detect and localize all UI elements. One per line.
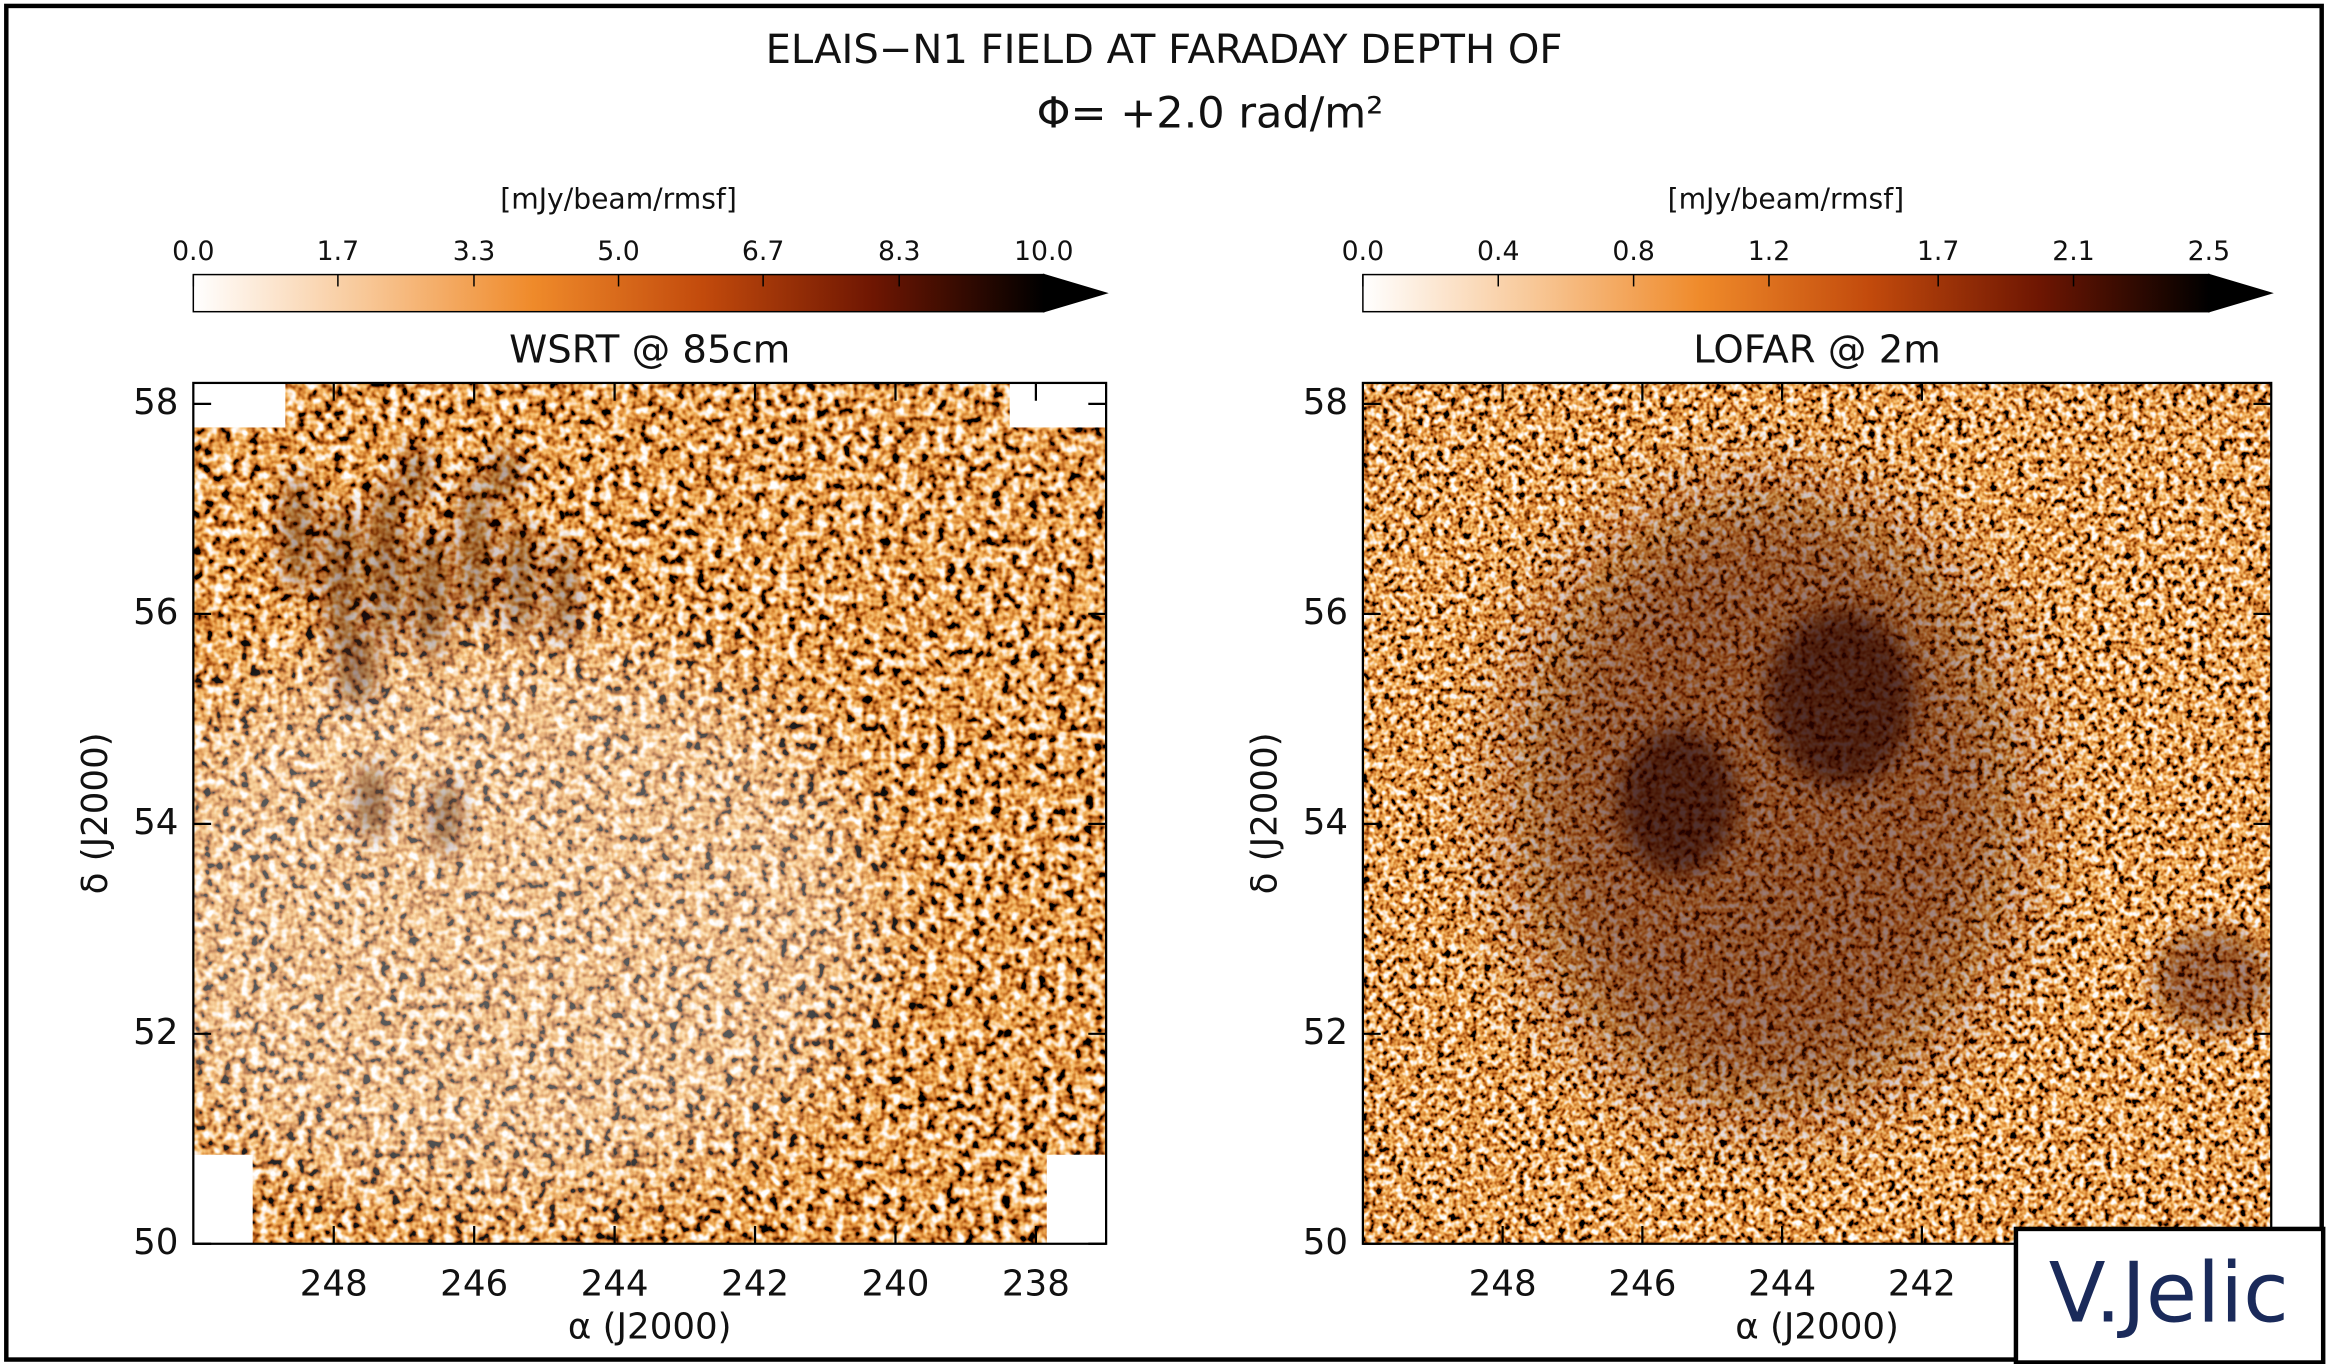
x-axis-label: α (J2000): [1735, 1306, 1899, 1347]
y-axis-label: δ (J2000): [1244, 732, 1285, 894]
colorbar: [1362, 273, 2210, 313]
figure-title: ELAIS−N1 FIELD AT FARADAY DEPTH OF: [766, 27, 1563, 73]
y-tick-label: 54: [133, 802, 178, 843]
colorbar-tick-label: 2.5: [2188, 236, 2230, 267]
x-tick-label: 248: [1469, 1263, 1537, 1304]
map-features: [1514, 489, 2272, 1114]
colorbar-tick-label: 5.0: [597, 236, 639, 267]
x-tick-label: 246: [1608, 1263, 1676, 1304]
y-tick-label: 52: [133, 1012, 178, 1053]
colorbar-tick-label: 0.8: [1612, 236, 1654, 267]
panel-title: LOFAR @ 2m: [1693, 327, 1941, 372]
y-tick-label: 50: [1303, 1222, 1348, 1263]
y-tick-label: 50: [133, 1222, 178, 1263]
colorbar-tick-label: 1.7: [317, 236, 359, 267]
colorbar-tick-label: 6.7: [742, 236, 784, 267]
colorbar-tick-label: 8.3: [878, 236, 920, 267]
colorbar-tick-label: 3.3: [453, 236, 495, 267]
x-tick-label: 246: [440, 1263, 508, 1304]
x-tick-label: 242: [721, 1263, 789, 1304]
y-tick-label: 56: [133, 592, 178, 633]
map-features: [193, 382, 1107, 1244]
colorbar-tick-label: 0.0: [1342, 236, 1384, 267]
colorbar-tick-label: 1.7: [1917, 236, 1959, 267]
x-tick-label: 244: [581, 1263, 649, 1304]
x-tick-label: 242: [1888, 1263, 1956, 1304]
colorbar-extend: [1043, 273, 1109, 313]
y-tick-label: 54: [1303, 802, 1348, 843]
credit: V.Jelic: [2049, 1245, 2289, 1342]
plot-frame: [192, 381, 1108, 1245]
credit-box: [2013, 1226, 2326, 1364]
colorbar-tick-label: 0.4: [1477, 236, 1519, 267]
colorbar-tick-label: 10.0: [1014, 236, 1073, 267]
y-tick-label: 52: [1303, 1012, 1348, 1053]
plot-frame: [1361, 381, 2273, 1245]
x-axis-label: α (J2000): [568, 1306, 732, 1347]
colorbar-tick-label: 1.2: [1748, 236, 1790, 267]
colorbar-tick-label: 2.1: [2052, 236, 2094, 267]
y-tick-label: 56: [1303, 592, 1348, 633]
y-axis-label: δ (J2000): [75, 732, 116, 894]
y-tick-label: 58: [133, 382, 178, 423]
x-tick-label: 238: [1002, 1263, 1070, 1304]
figure-subtitle: Φ= +2.0 rad/m²: [1037, 88, 1384, 138]
colorbar-label: [mJy/beam/rmsf]: [500, 182, 737, 215]
y-tick-label: 58: [1303, 382, 1348, 423]
colorbar-label: [mJy/beam/rmsf]: [1668, 182, 1905, 215]
x-tick-label: 240: [861, 1263, 929, 1304]
x-tick-label: 244: [1748, 1263, 1816, 1304]
x-tick-label: 248: [300, 1263, 368, 1304]
colorbar-tick-label: 0.0: [172, 236, 214, 267]
colorbar-extend: [2208, 273, 2274, 313]
panel-title: WSRT @ 85cm: [509, 327, 790, 372]
